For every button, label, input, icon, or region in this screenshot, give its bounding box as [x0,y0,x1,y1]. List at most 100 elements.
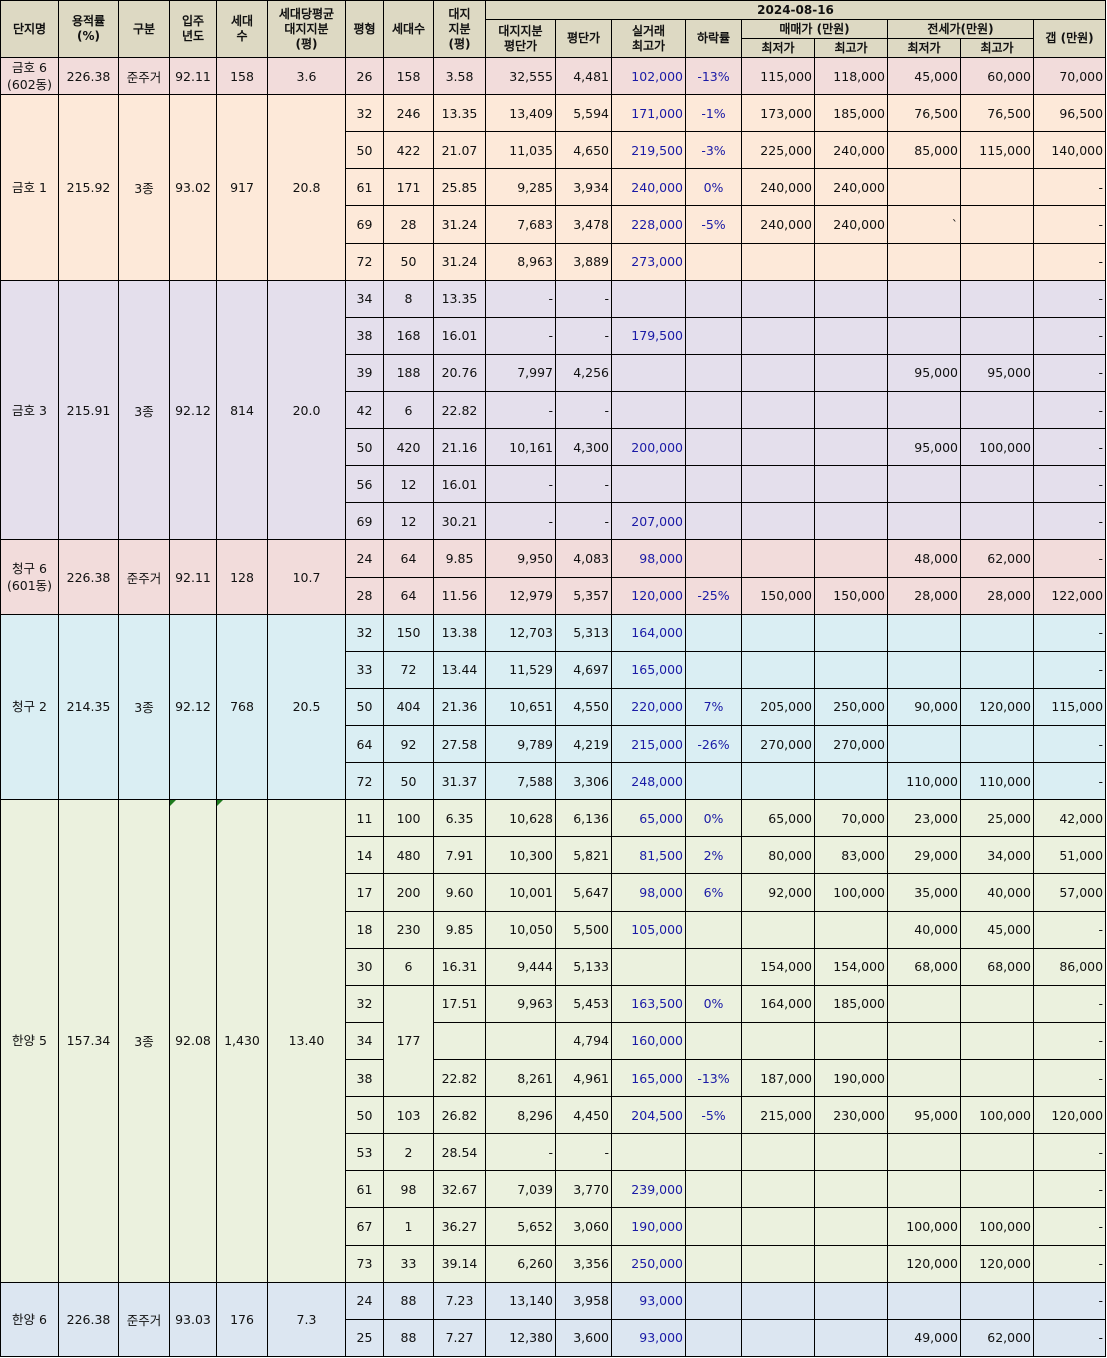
sale-min [741,1133,815,1172]
max-trade-price: 240,000 [611,168,686,207]
unit-count: 50 [383,762,434,801]
pyeong-size: 50 [345,428,384,467]
land-share: 13.44 [433,650,486,689]
jeonse-min: 76,500 [887,94,961,133]
sale-max [814,1281,888,1320]
land-share: 32.67 [433,1170,486,1209]
household-count: 128 [216,539,268,615]
floor-area-ratio: 215.92 [58,94,119,281]
land-price-per-pyeong: 10,651 [485,687,556,726]
unit-count: 420 [383,428,434,467]
jeonse-min [887,502,961,541]
land-price-per-pyeong: - [485,390,556,430]
move-in-year: 92.12 [169,613,217,801]
avg-land-share: 20.8 [267,94,346,281]
table-row: 39 188 20.76 7,997 4,256 95,000 95,000- [1,353,1107,392]
land-share: 7.91 [433,836,486,875]
jeonse-min [887,984,961,1023]
gap-amount: - [1032,724,1107,764]
sale-min: 225,000 [741,131,815,170]
price-per-pyeong: 5,594 [555,94,612,133]
header-zone: 구분 [118,0,170,58]
max-trade-price: 204,500 [611,1096,686,1135]
sale-max [814,502,888,541]
gap-amount: - [1032,1133,1107,1172]
zone-type: 3종 [118,279,170,541]
max-trade-price: 102,000 [611,56,686,96]
max-trade-price [611,465,686,504]
zone-type: 3종 [118,94,170,281]
sale-max: 240,000 [814,131,888,170]
max-trade-price [611,1133,686,1172]
sale-min: 115,000 [741,56,815,96]
max-trade-price: 163,500 [611,984,686,1023]
table-row: 34 4,794 160,000 - [1,1021,1107,1060]
price-per-pyeong: 5,647 [555,873,612,912]
land-share: 9.60 [433,873,486,912]
drop-rate [685,1021,742,1060]
pyeong-size: 17 [345,873,384,912]
unit-count: 150 [383,613,434,652]
jeonse-max: 62,000 [960,539,1034,578]
price-per-pyeong: - [555,316,612,355]
jeonse-min [887,279,961,318]
table-row: 32 177 17.51 9,963 5,453 163,500 0% 164,000 185,… [1,984,1107,1098]
household-count: 768 [216,613,268,801]
floor-area-ratio: 226.38 [58,1281,119,1357]
unit-count: 12 [383,502,434,541]
land-price-per-pyeong: 7,588 [485,762,556,801]
max-trade-price: 215,000 [611,724,686,764]
gap-amount: 120,000 [1032,1096,1107,1135]
header-jeonse-max: 최고가 [960,38,1034,58]
header-drop-rate: 하락률 [685,19,742,58]
jeonse-max [960,242,1034,281]
table-row: 25 88 7.27 12,380 3,600 93,000 49,000 62,000- [1,1318,1107,1357]
max-trade-price: 207,000 [611,502,686,541]
price-per-pyeong: 6,136 [555,799,612,838]
jeonse-min [887,242,961,281]
unit-count: 98 [383,1170,434,1209]
price-per-pyeong: 5,133 [555,947,612,986]
unit-count: 246 [383,94,434,133]
sale-max: 100,000 [814,873,888,912]
max-trade-price: 165,000 [611,1058,686,1098]
sale-min: 80,000 [741,836,815,875]
jeonse-max [960,205,1034,244]
sale-max [814,1021,888,1060]
land-price-per-pyeong: - [485,1133,556,1172]
complex-name-line: (602동) [6,77,53,93]
price-per-pyeong: - [555,502,612,541]
land-share: 25.85 [433,168,486,207]
sale-min [741,1244,815,1283]
pyeong-size: 34 [345,279,384,318]
table-row: 50 404 21.36 10,651 4,550 220,000 7% 205,000 250… [1,687,1107,726]
jeonse-min: 29,000 [887,836,961,875]
land-share: 27.58 [433,724,486,764]
land-price-per-pyeong: 10,050 [485,910,556,949]
jeonse-max [960,724,1034,764]
jeonse-max: 76,500 [960,94,1034,133]
zone-type: 3종 [118,613,170,801]
price-per-pyeong: 5,313 [555,613,612,652]
table-row: 30 6 16.31 9,444 5,133 154,000 154,000 68,000 68… [1,947,1107,986]
sale-max: 83,000 [814,836,888,875]
price-per-pyeong: 4,697 [555,650,612,689]
pyeong-size: 38 [345,316,384,355]
drop-rate [685,390,742,430]
max-trade-price: 228,000 [611,205,686,244]
drop-rate: 2% [685,836,742,875]
max-trade-price: 81,500 [611,836,686,875]
header-max-trade: 실거래 최고가 [611,19,686,58]
pyeong-size: 25 [345,1318,384,1357]
table-row: 38 168 16.01- -179,500- [1,316,1107,355]
drop-rate [685,947,742,986]
land-price-per-pyeong: 32,555 [485,56,556,96]
unit-count: 64 [383,539,434,578]
jeonse-max: 100,000 [960,428,1034,467]
avg-land-share: 7.3 [267,1281,346,1357]
jeonse-min: 48,000 [887,539,961,578]
land-share: 31.37 [433,762,486,801]
sale-min [741,650,815,689]
sale-min [741,428,815,467]
table-row: 금호 1 215.92 3종 93.02 917 20.8 32 246 13.35 13,409… [0,94,1107,281]
